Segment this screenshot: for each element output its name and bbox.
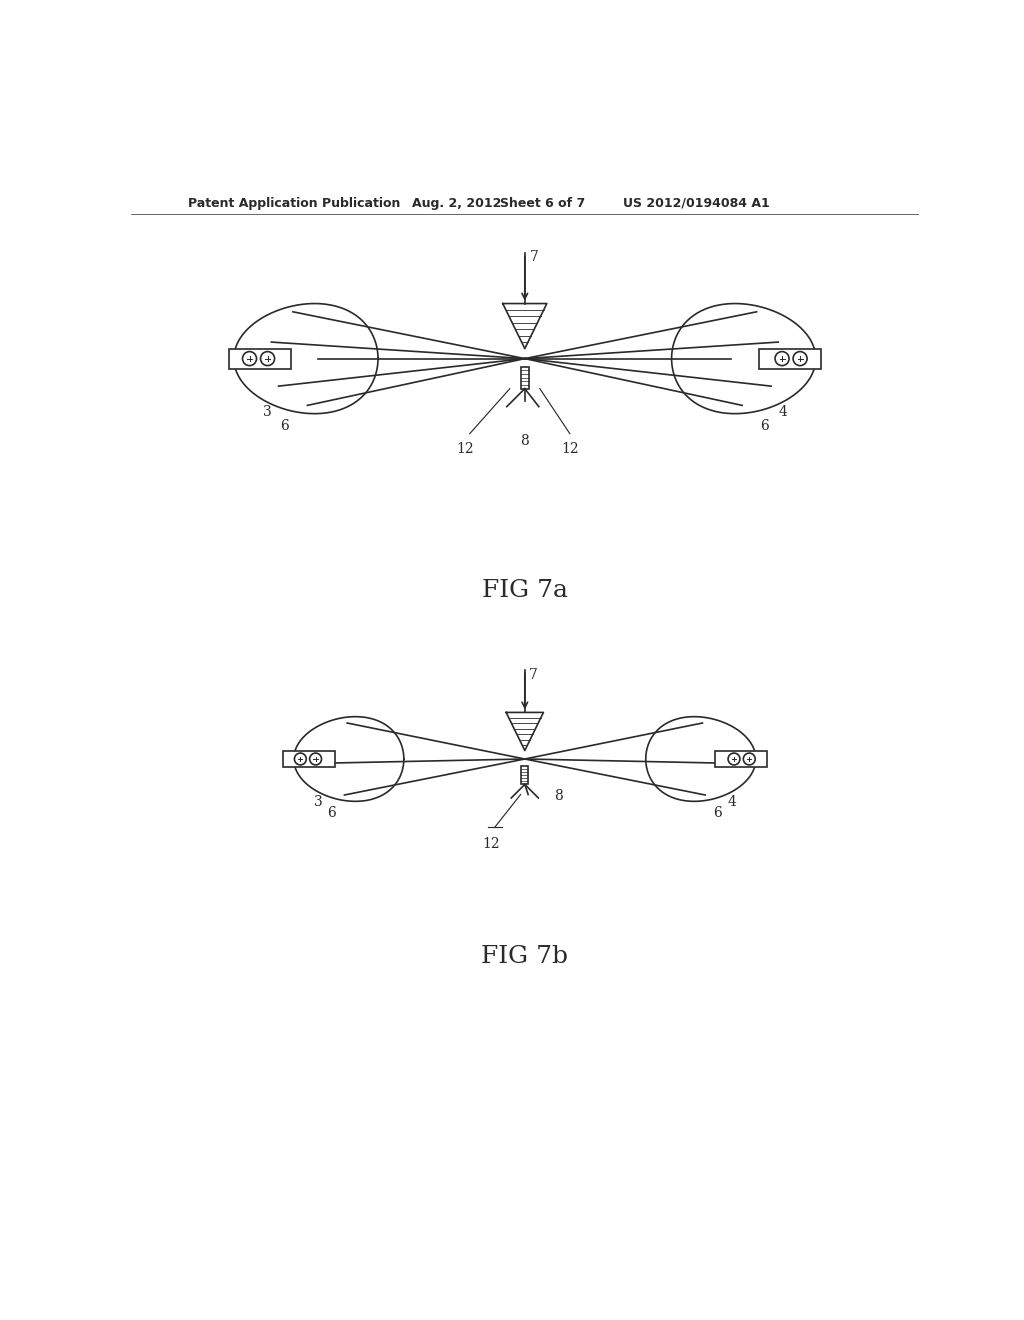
Text: 4: 4 <box>727 795 736 809</box>
Text: 12: 12 <box>456 442 473 455</box>
Text: 3: 3 <box>313 795 323 809</box>
Circle shape <box>295 754 306 764</box>
FancyBboxPatch shape <box>283 751 335 767</box>
FancyBboxPatch shape <box>759 348 821 368</box>
Text: 6: 6 <box>760 420 769 433</box>
Circle shape <box>793 351 807 366</box>
Text: 12: 12 <box>482 837 500 851</box>
FancyBboxPatch shape <box>521 367 528 388</box>
Text: US 2012/0194084 A1: US 2012/0194084 A1 <box>624 197 770 210</box>
Text: Sheet 6 of 7: Sheet 6 of 7 <box>500 197 586 210</box>
FancyBboxPatch shape <box>521 766 528 784</box>
FancyBboxPatch shape <box>228 348 291 368</box>
Circle shape <box>775 351 790 366</box>
Circle shape <box>728 754 740 764</box>
Text: 4: 4 <box>778 405 787 420</box>
FancyBboxPatch shape <box>715 751 767 767</box>
Text: 8: 8 <box>520 434 529 447</box>
Text: 7: 7 <box>529 251 539 264</box>
Circle shape <box>260 351 274 366</box>
Text: 6: 6 <box>328 805 336 820</box>
Text: Aug. 2, 2012: Aug. 2, 2012 <box>412 197 501 210</box>
Text: 6: 6 <box>714 805 722 820</box>
Text: 12: 12 <box>561 442 579 455</box>
Text: FIG 7a: FIG 7a <box>482 578 567 602</box>
Text: 3: 3 <box>262 405 271 420</box>
Text: Patent Application Publication: Patent Application Publication <box>188 197 400 210</box>
Circle shape <box>743 754 755 764</box>
Circle shape <box>243 351 257 366</box>
Text: 8: 8 <box>554 788 563 803</box>
Circle shape <box>309 754 322 764</box>
Text: 6: 6 <box>281 420 290 433</box>
Text: FIG 7b: FIG 7b <box>481 945 568 969</box>
Text: 7: 7 <box>529 668 538 681</box>
